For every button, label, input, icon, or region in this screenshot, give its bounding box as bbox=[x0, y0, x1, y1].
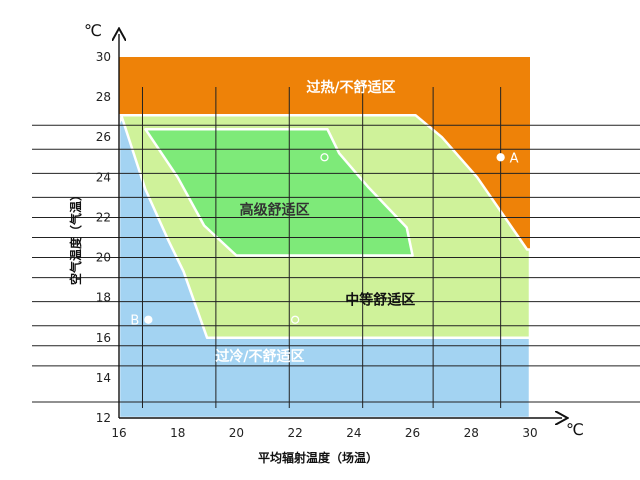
zone-label-high: 高级舒适区 bbox=[240, 201, 310, 218]
y-tick-label: 20 bbox=[96, 251, 111, 265]
x-unit-label: ℃ bbox=[566, 420, 584, 439]
zone-high bbox=[144, 127, 414, 257]
point-unlabeled bbox=[290, 315, 300, 324]
points-layer: AB bbox=[130, 151, 518, 328]
y-tick-label: 18 bbox=[96, 291, 111, 305]
point-b bbox=[144, 315, 153, 324]
axes-layer: ℃ ℃ 平均辐射温度（场温） 空气温度（气温） bbox=[68, 21, 584, 465]
x-tick-label: 22 bbox=[288, 426, 303, 440]
y-unit-label: ℃ bbox=[84, 21, 102, 40]
y-tick-label: 28 bbox=[96, 90, 111, 104]
point-unlabeled bbox=[320, 153, 329, 162]
point-label-b: B bbox=[130, 314, 139, 329]
x-axis-title: 平均辐射温度（场温） bbox=[258, 450, 378, 465]
zone-label-cold: 过冷/不舒适区 bbox=[215, 348, 304, 365]
y-tick-label: 30 bbox=[96, 50, 111, 64]
x-tick-label: 28 bbox=[464, 426, 479, 440]
point-label-a: A bbox=[510, 151, 519, 166]
x-tick-label: 20 bbox=[229, 426, 244, 440]
y-tick-label: 22 bbox=[96, 210, 111, 224]
y-tick-label: 12 bbox=[96, 411, 111, 425]
y-tick-label: 14 bbox=[96, 371, 111, 385]
zone-label-overheat: 过热/不舒适区 bbox=[306, 79, 395, 96]
x-tick-label: 26 bbox=[405, 426, 420, 440]
grid-layer bbox=[32, 87, 640, 408]
x-tick-label: 24 bbox=[346, 426, 361, 440]
x-tick-label: 18 bbox=[170, 426, 185, 440]
zone-label-medium: 中等舒适区 bbox=[345, 292, 415, 309]
y-axis-title: 空气温度（气温） bbox=[68, 189, 83, 285]
y-tick-label: 24 bbox=[96, 170, 111, 184]
ticks-layer: 16 18 20 22 24 26 28 30 12 14 16 18 20 22 24 26 28 30 bbox=[96, 50, 538, 440]
x-tick-label: 16 bbox=[111, 426, 126, 440]
y-tick-label: 16 bbox=[96, 331, 111, 345]
y-tick-label: 26 bbox=[96, 130, 111, 144]
point-a bbox=[496, 153, 505, 162]
x-tick-label: 30 bbox=[522, 426, 537, 440]
